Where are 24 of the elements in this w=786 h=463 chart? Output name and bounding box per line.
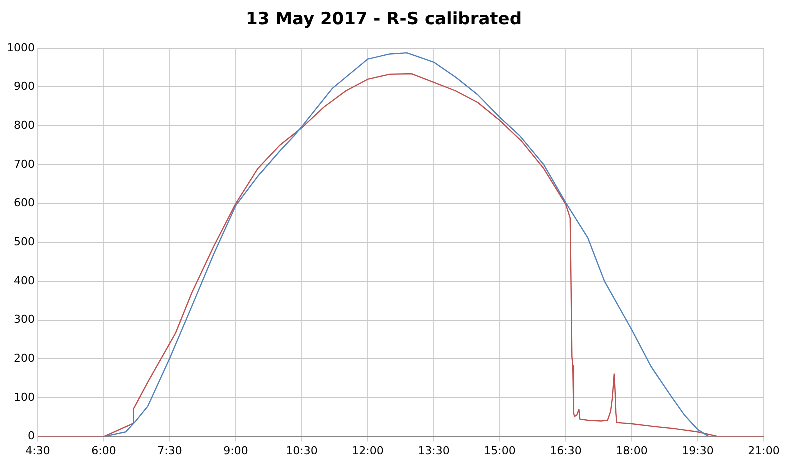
x-tick-label: 19:30 bbox=[682, 444, 714, 458]
y-tick-label: 200 bbox=[14, 352, 35, 365]
x-tick-label: 18:00 bbox=[616, 444, 648, 458]
x-tick-label: 6:00 bbox=[92, 444, 116, 458]
x-tick-label: 12:00 bbox=[352, 444, 384, 458]
x-tick-label: 16:30 bbox=[550, 444, 582, 458]
x-tick-label: 13:30 bbox=[418, 444, 450, 458]
y-tick-label: 600 bbox=[14, 196, 35, 210]
y-tick-label: 800 bbox=[14, 118, 35, 132]
y-tick-label: 1000 bbox=[6, 41, 35, 54]
chart-title: 13 May 2017 - R-S calibrated bbox=[246, 10, 522, 30]
x-tick-label: 4:30 bbox=[26, 444, 50, 458]
y-tick-label: 0 bbox=[28, 430, 35, 443]
y-tick-label: 700 bbox=[14, 158, 35, 171]
x-tick-label: 9:00 bbox=[224, 444, 248, 458]
x-tick-label: 10:30 bbox=[286, 444, 318, 458]
y-tick-label: 500 bbox=[14, 235, 35, 248]
x-tick-label: 15:00 bbox=[484, 444, 516, 458]
x-tick-label: 21:00 bbox=[748, 444, 780, 458]
x-tick-label: 7:30 bbox=[158, 444, 182, 458]
y-tick-label: 100 bbox=[14, 390, 35, 404]
y-tick-label: 900 bbox=[14, 80, 35, 94]
y-tick-label: 300 bbox=[14, 313, 35, 326]
y-tick-label: 400 bbox=[14, 274, 35, 288]
